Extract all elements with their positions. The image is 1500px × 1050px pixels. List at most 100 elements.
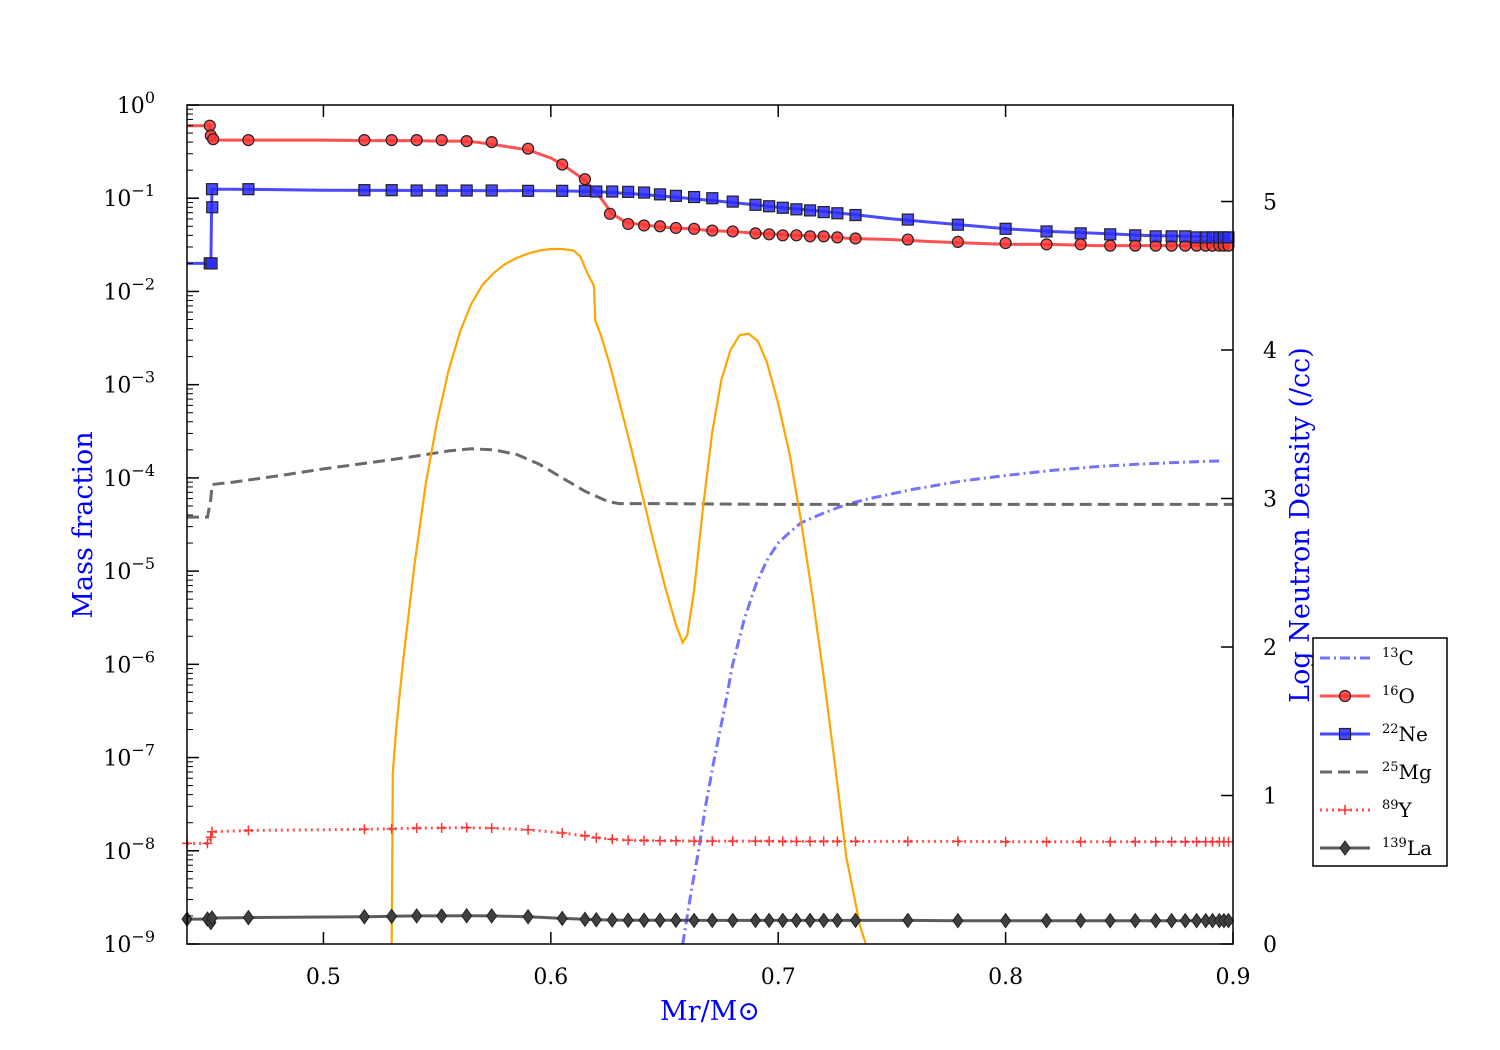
- data-point-89Y: [670, 835, 681, 846]
- data-point-16O: [1074, 238, 1087, 251]
- data-point-139La: [590, 911, 602, 928]
- data-point-139La: [818, 912, 830, 929]
- y-tick-label-right: 5: [1263, 191, 1277, 216]
- data-point-139La: [242, 909, 255, 926]
- data-point-16O: [203, 119, 216, 132]
- data-point-16O: [460, 134, 473, 148]
- data-point-89Y: [461, 822, 472, 833]
- data-point-22Ne: [485, 184, 498, 197]
- data-point-89Y: [1191, 836, 1202, 847]
- y-tick-label-left: 10−4: [103, 461, 155, 492]
- data-point-139La: [1129, 912, 1141, 929]
- data-point-139La: [606, 912, 618, 928]
- data-point-139La: [1165, 912, 1178, 929]
- data-point-22Ne: [817, 205, 830, 219]
- x-axis-label: Mr/M⊙: [660, 996, 760, 1027]
- data-point-16O: [817, 230, 830, 243]
- data-point-16O: [556, 158, 569, 171]
- y-tick-label-left: 10−9: [103, 927, 155, 958]
- legend-label-16O: 16O: [1382, 684, 1415, 708]
- legend-label-13C: 13C: [1382, 646, 1414, 670]
- series-markers-22Ne: [203, 183, 1235, 270]
- legend-label-25Mg: 25Mg: [1382, 760, 1432, 784]
- data-point-22Ne: [776, 201, 789, 214]
- data-point-89Y: [1180, 836, 1191, 847]
- legend-marker-89Y: [1340, 805, 1350, 815]
- legend-item-16O: 16O: [1320, 684, 1415, 708]
- data-point-22Ne: [556, 184, 569, 197]
- data-point-139La: [749, 912, 762, 929]
- data-point-22Ne: [521, 184, 535, 197]
- data-point-16O: [207, 133, 220, 146]
- y-tick-label-left: 10−5: [103, 554, 155, 585]
- data-point-139La: [1075, 912, 1087, 929]
- data-point-139La: [1150, 912, 1162, 929]
- data-point-16O: [706, 224, 719, 237]
- data-point-89Y: [607, 834, 618, 845]
- data-point-139La: [436, 908, 448, 924]
- y-tick-label-left: 10−8: [103, 834, 155, 865]
- data-point-89Y: [1000, 836, 1011, 847]
- y-tick-label-left: 10−2: [103, 274, 155, 305]
- data-point-139La: [1222, 912, 1235, 929]
- data-point-16O: [749, 227, 762, 240]
- data-point-89Y: [1223, 836, 1234, 847]
- data-point-22Ne: [385, 184, 398, 197]
- data-point-89Y: [202, 838, 213, 849]
- legend-label-22Ne: 22Ne: [1382, 722, 1428, 746]
- data-point-89Y: [207, 826, 218, 837]
- data-point-16O: [901, 233, 914, 246]
- data-point-22Ne: [622, 185, 635, 198]
- data-point-16O: [435, 134, 448, 147]
- data-point-139La: [638, 912, 650, 929]
- data-point-89Y: [689, 836, 700, 847]
- data-point-139La: [386, 908, 398, 925]
- data-point-139La: [777, 912, 789, 929]
- data-point-139La: [358, 908, 370, 925]
- legend-marker-22Ne: [1338, 727, 1352, 741]
- legend-label-89Y: 89Y: [1382, 798, 1413, 822]
- data-point-22Ne: [1074, 227, 1087, 240]
- data-point-139La: [654, 912, 666, 929]
- data-point-22Ne: [410, 184, 423, 197]
- data-point-22Ne: [951, 218, 964, 231]
- data-point-139La: [579, 911, 591, 928]
- legend-marker-16O: [1338, 689, 1352, 703]
- plot-frame: [186, 104, 1234, 945]
- data-point-22Ne: [901, 213, 914, 226]
- data-point-16O: [622, 217, 635, 231]
- data-point-16O: [1040, 238, 1053, 251]
- y-tick-label-right: 0: [1263, 933, 1277, 958]
- data-point-89Y: [805, 836, 816, 847]
- data-point-16O: [410, 134, 423, 147]
- data-point-139La: [461, 907, 473, 924]
- data-point-89Y: [777, 836, 788, 847]
- data-point-89Y: [205, 832, 216, 843]
- data-point-89Y: [1130, 836, 1141, 847]
- data-point-22Ne: [763, 200, 776, 213]
- y-axis-label-right: Log Neutron Density (/cc): [1285, 347, 1316, 703]
- data-point-89Y: [791, 836, 802, 847]
- y-axis-label-left: Mass fraction: [68, 431, 99, 618]
- y-tick-label-right: 4: [1263, 339, 1277, 364]
- data-point-89Y: [1166, 836, 1177, 847]
- data-point-22Ne: [1149, 230, 1162, 243]
- legend-item-139La: 139La: [1320, 836, 1432, 860]
- legend-item-25Mg: 25Mg: [1320, 760, 1432, 784]
- data-point-22Ne: [726, 195, 739, 208]
- data-point-16O: [1129, 239, 1142, 252]
- data-point-16O: [669, 221, 682, 235]
- data-point-22Ne: [435, 184, 448, 197]
- data-point-89Y: [623, 835, 634, 846]
- data-point-22Ne: [1222, 231, 1235, 244]
- data-point-89Y: [902, 836, 913, 847]
- data-point-16O: [687, 222, 701, 235]
- data-point-22Ne: [205, 257, 218, 270]
- data-point-16O: [637, 219, 651, 232]
- data-point-89Y: [411, 823, 422, 834]
- data-point-16O: [763, 228, 776, 241]
- x-tick-label: 0.6: [533, 965, 568, 990]
- series-markers-139La: [181, 907, 1235, 931]
- data-point-89Y: [654, 835, 665, 846]
- data-point-89Y: [579, 830, 590, 841]
